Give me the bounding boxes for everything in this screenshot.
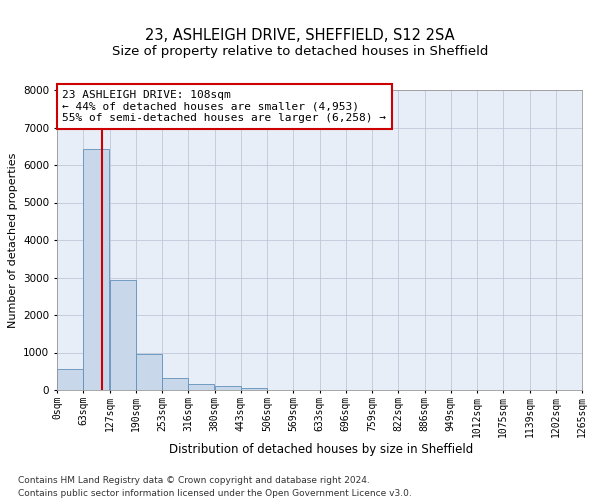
Text: Contains HM Land Registry data © Crown copyright and database right 2024.: Contains HM Land Registry data © Crown c…	[18, 476, 370, 485]
Text: Distribution of detached houses by size in Sheffield: Distribution of detached houses by size …	[169, 442, 473, 456]
Text: Contains public sector information licensed under the Open Government Licence v3: Contains public sector information licen…	[18, 489, 412, 498]
Bar	[188, 384, 214, 390]
Bar	[83, 149, 109, 390]
Text: Size of property relative to detached houses in Sheffield: Size of property relative to detached ho…	[112, 45, 488, 58]
Bar	[57, 370, 83, 390]
Text: 23 ASHLEIGH DRIVE: 108sqm
← 44% of detached houses are smaller (4,953)
55% of se: 23 ASHLEIGH DRIVE: 108sqm ← 44% of detac…	[62, 90, 386, 123]
Bar	[215, 386, 241, 390]
Bar	[110, 280, 136, 390]
Text: 23, ASHLEIGH DRIVE, SHEFFIELD, S12 2SA: 23, ASHLEIGH DRIVE, SHEFFIELD, S12 2SA	[145, 28, 455, 42]
Y-axis label: Number of detached properties: Number of detached properties	[8, 152, 17, 328]
Bar	[241, 388, 267, 390]
Bar	[162, 378, 188, 390]
Bar	[136, 354, 162, 390]
